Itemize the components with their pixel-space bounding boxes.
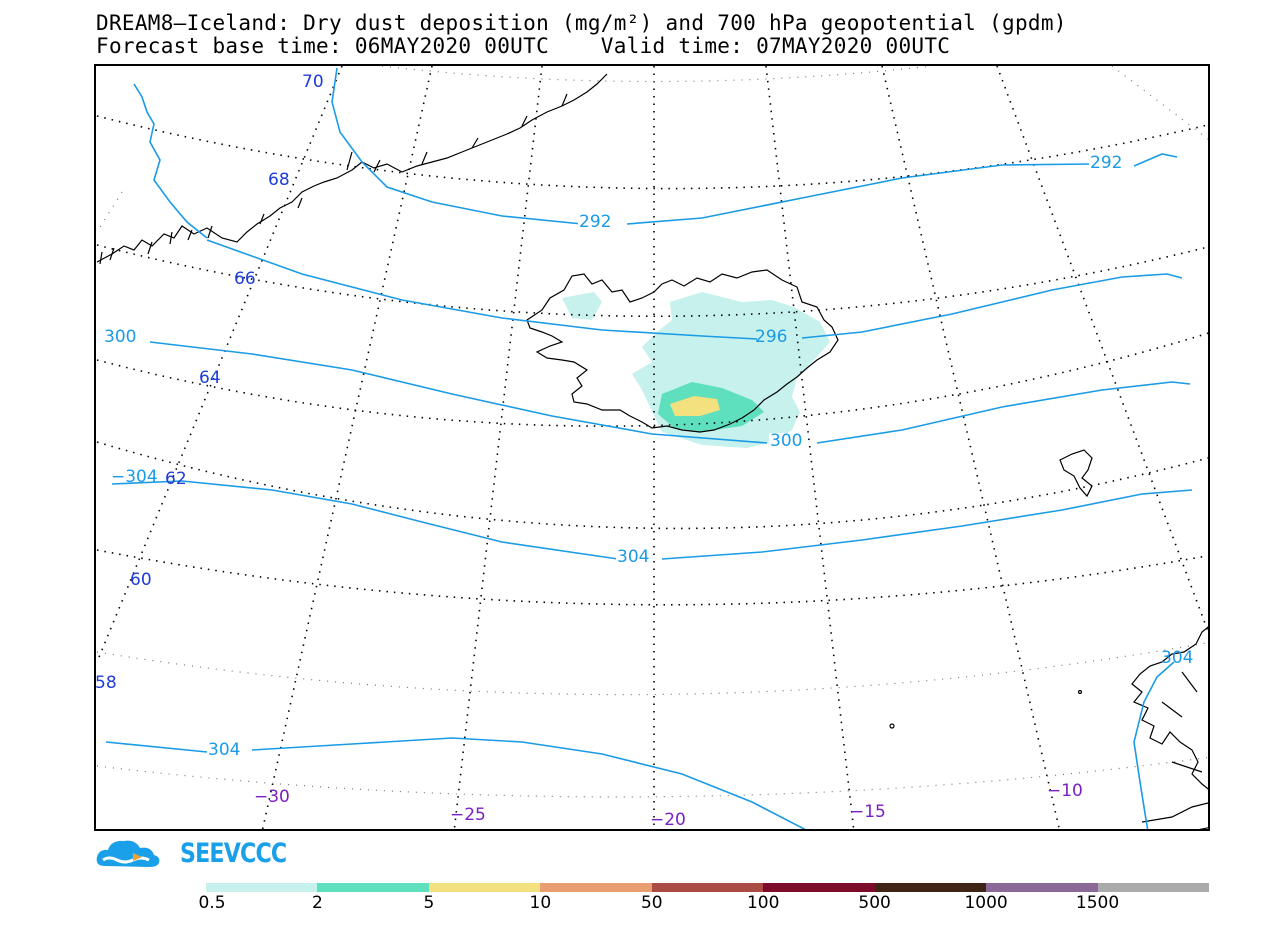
isoline-label-304-center: 304 [616,547,651,567]
colorbar [206,883,1209,892]
iceland-coast [526,269,839,433]
isoline-292 [331,67,1178,225]
lon-label-minus30: −30 [254,787,290,807]
lat-label-66: 66 [234,269,256,289]
lon-label-minus25: −25 [450,805,486,825]
isoline-label-300-east: 300 [769,431,804,451]
colorbar-segment [540,883,652,892]
lat-label-62: 62 [165,469,187,489]
colorbar-label: 100 [746,893,780,913]
colorbar-segment [428,883,541,892]
colorbar-segment [206,883,318,892]
lat-label-64: 64 [199,368,221,388]
isoline-label-292-east: 292 [1089,153,1124,173]
isoline-304-south [105,737,806,829]
colorbar-label: 0.5 [198,893,226,913]
colorbar-segment [651,883,764,892]
isoline-label-304-east: 304 [1161,648,1194,668]
deposition-area-5 [670,396,720,416]
isoline-west-boundary [133,83,208,239]
lon-label-minus20: −20 [650,810,686,830]
isoline-label-minus304: −304 [111,467,158,487]
isoline-304-east [1133,661,1175,829]
map-canvas [96,66,1208,829]
isoline-296 [206,239,1183,340]
colorbar-segment [763,883,875,892]
deposition-shading [562,292,830,448]
graticule [96,66,1208,829]
colorbar-segment [317,883,429,892]
map-panel [94,64,1210,831]
colorbar-label: 1500 [1075,893,1120,913]
seevccc-logo [96,840,160,867]
isoline-300 [149,341,1191,444]
isoline-label-304-south: 304 [207,740,242,760]
colorbar-label: 500 [858,893,891,913]
colorbar-label: 1000 [964,893,1008,913]
colorbar-segment [1097,883,1209,892]
colorbar-label: 2 [312,893,323,913]
isoline-label-296: 296 [755,327,788,347]
logo-text: SEEVCCC [180,838,287,869]
lat-label-60: 60 [130,570,152,590]
colorbar-segment [874,883,987,892]
geopotential-isolines [105,67,1193,829]
isoline-label-300-west: 300 [103,327,138,347]
deposition-area-low [562,292,830,448]
lon-label-minus10: −10 [1047,781,1083,801]
lat-label-68: 68 [268,170,290,190]
time-info: Forecast base time: 06MAY2020 00UTC Vali… [96,34,951,58]
lat-label-58: 58 [95,673,117,693]
greenland-coast [96,73,608,263]
isoline-label-292-west: 292 [578,212,613,232]
norway-coast [1131,626,1208,790]
colorbar-label: 50 [640,893,663,913]
coastlines [96,73,1208,829]
map-title: DREAM8—Iceland: Dry dust deposition (mg/… [96,11,1067,35]
lat-label-70: 70 [302,72,324,92]
lon-label-minus15: −15 [850,802,886,822]
colorbar-segment [986,883,1098,892]
colorbar-label: 5 [423,893,435,913]
isoline-304 [111,480,1193,560]
colorbar-label: 10 [529,893,552,913]
graticule-outer [96,66,1208,798]
faroe-islands [1059,449,1093,498]
